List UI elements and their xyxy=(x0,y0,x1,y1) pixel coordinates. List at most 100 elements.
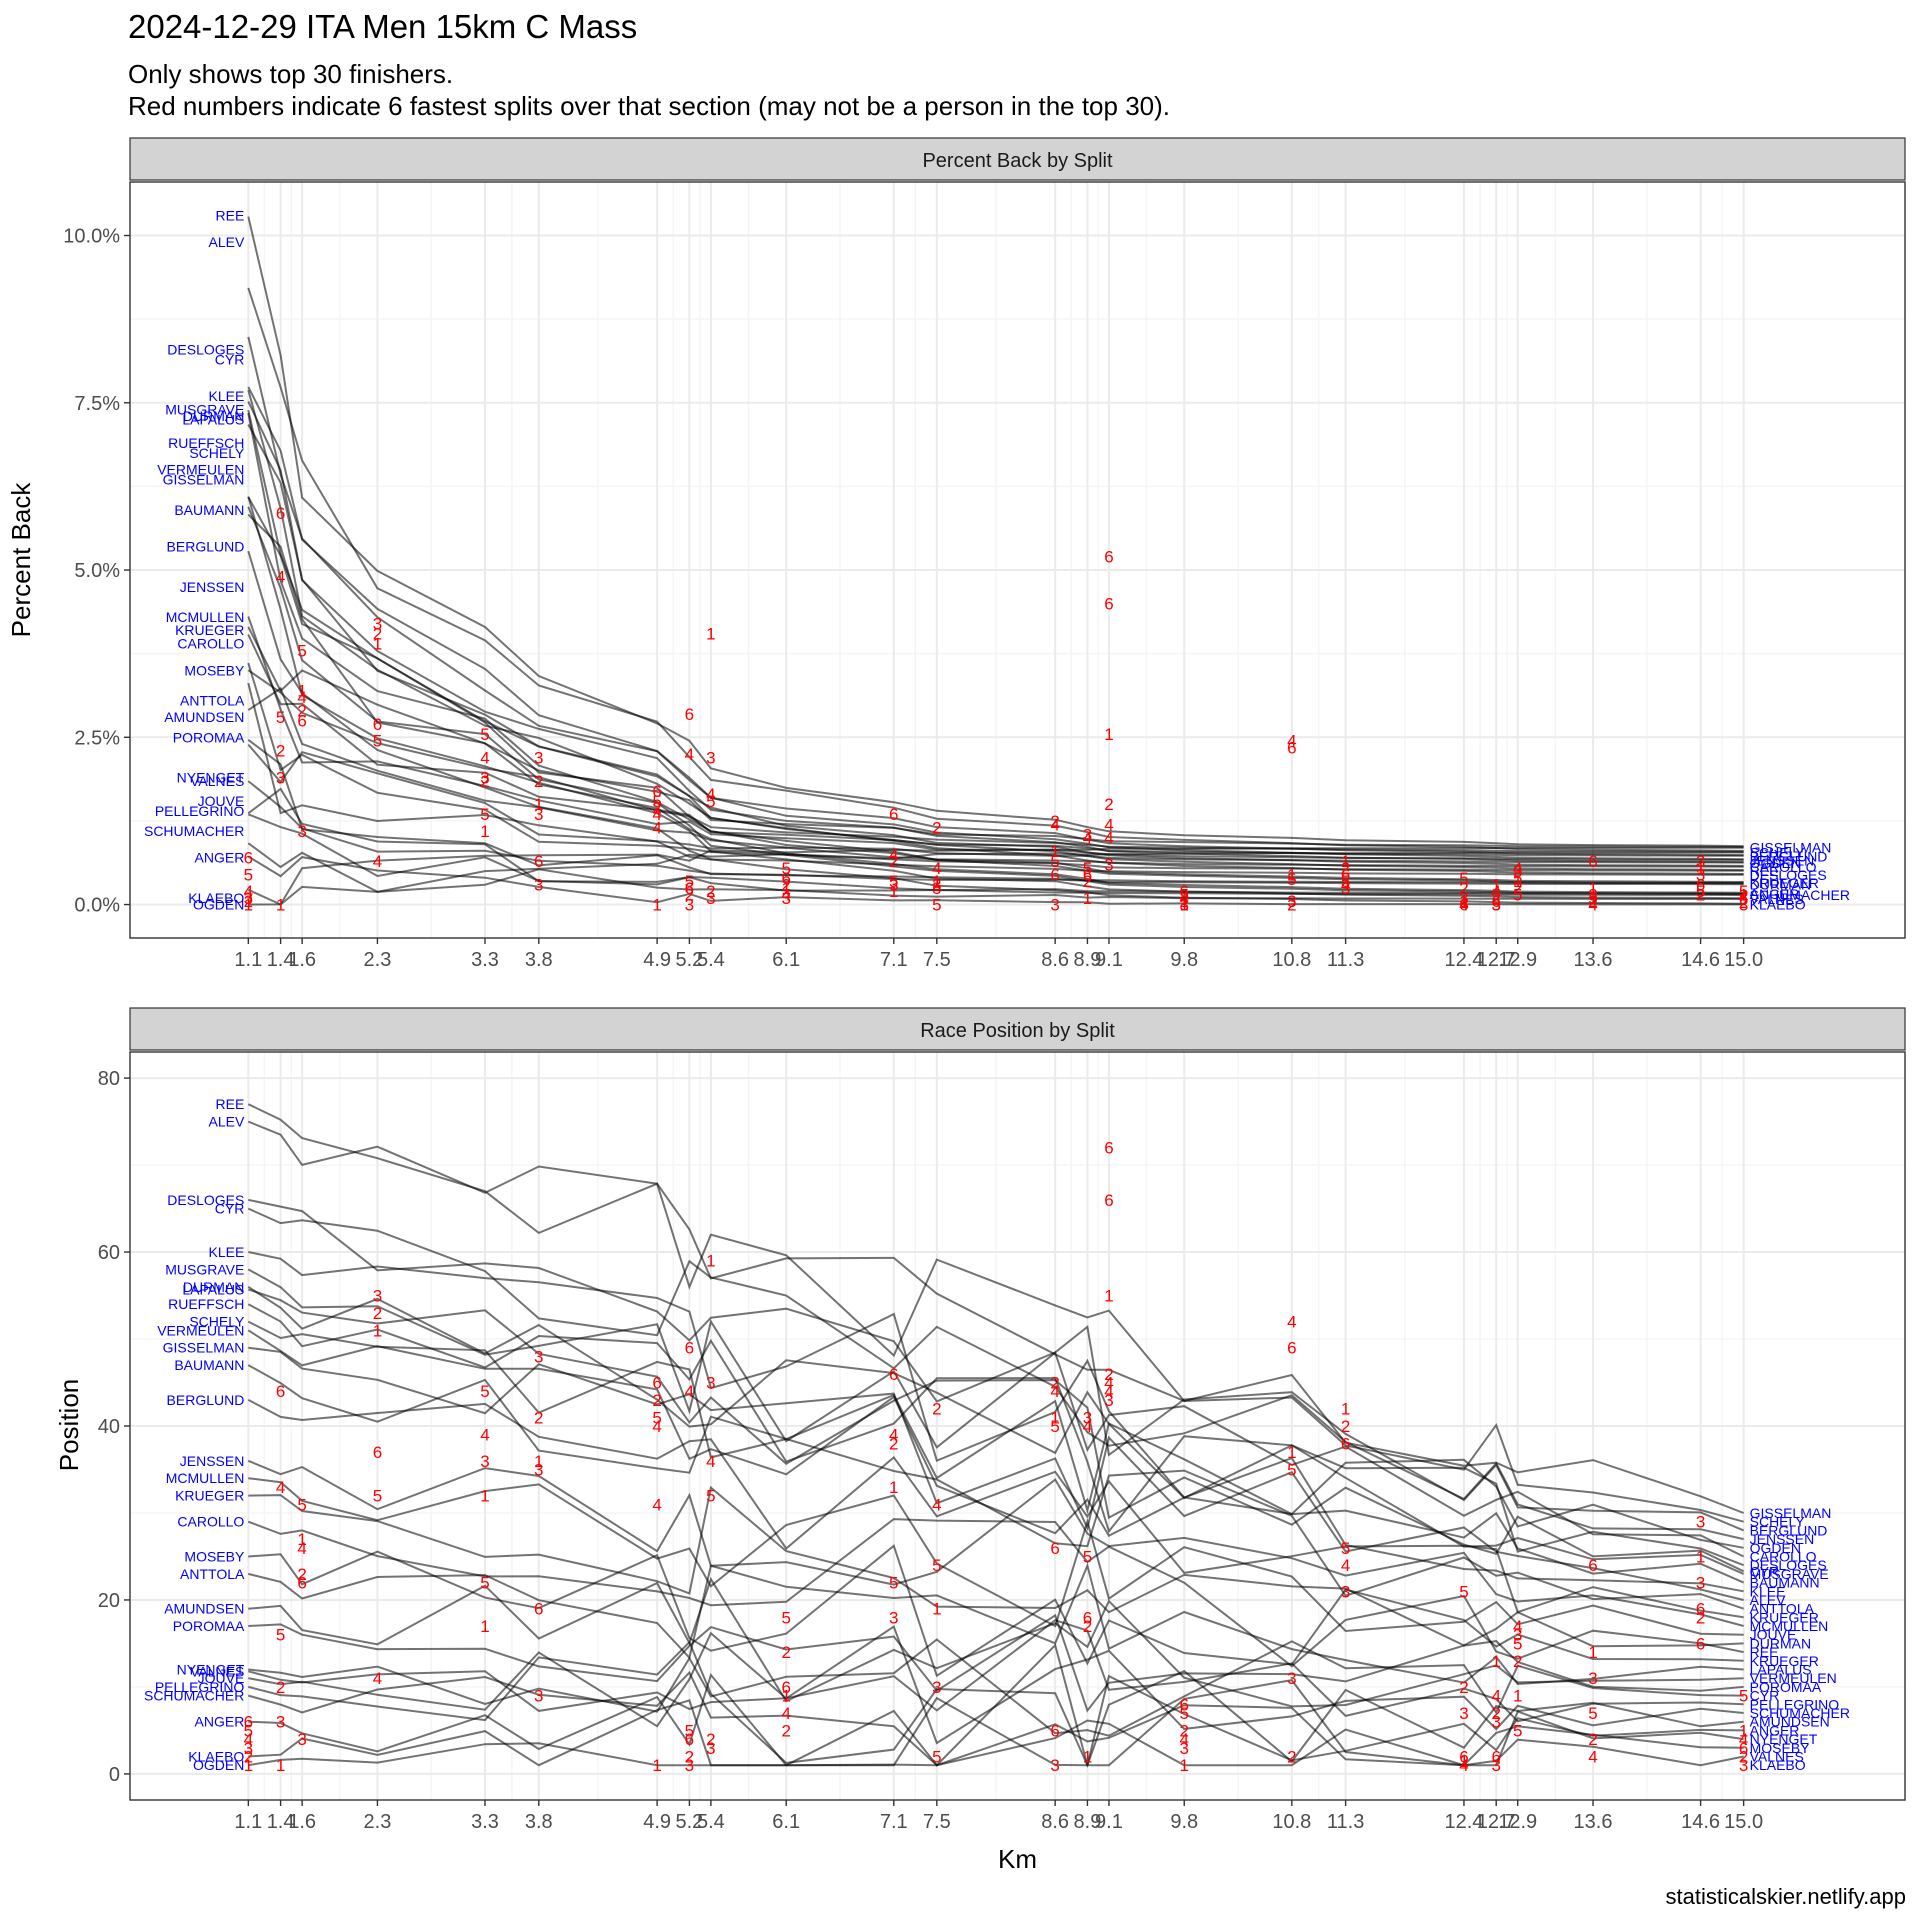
fast-split-label: 1 xyxy=(889,882,898,901)
fast-split-label: 2 xyxy=(1180,892,1189,911)
athlete-start-label: JENSSEN xyxy=(180,579,245,595)
fast-split-label: 5 xyxy=(1459,1582,1468,1601)
athlete-start-label: JENSSEN xyxy=(180,1453,245,1469)
x-tick-label: 14.6 xyxy=(1681,949,1720,971)
fast-split-label: 4 xyxy=(297,1539,306,1558)
fast-split-label: 1 xyxy=(1739,1721,1748,1740)
fast-split-label: 1 xyxy=(534,1452,543,1471)
athlete-line xyxy=(247,1320,1745,1584)
fast-split-label: 6 xyxy=(373,715,382,734)
athlete-start-label: BAUMANN xyxy=(174,1357,244,1373)
x-tick-label: 11.3 xyxy=(1327,1811,1364,1833)
fast-split-label: 4 xyxy=(1513,859,1522,878)
x-tick-label: 6.1 xyxy=(772,1811,800,1833)
x-tick-label: 1.4 xyxy=(267,1811,295,1833)
athlete-end-label: KRUEGER xyxy=(1750,875,1819,891)
fast-split-label: 4 xyxy=(1341,875,1350,894)
athlete-start-label: ANTTOLA xyxy=(180,1566,245,1582)
athlete-end-label: BAUMANN xyxy=(1750,1575,1820,1591)
athlete-end-label: CYR xyxy=(1750,1563,1780,1579)
fast-split-label: 4 xyxy=(652,1495,661,1514)
fast-split-label: 3 xyxy=(480,1452,489,1471)
fast-split-label: 3 xyxy=(1459,1704,1468,1723)
fast-split-label: 4 xyxy=(652,1417,661,1436)
fast-split-label: 4 xyxy=(373,1669,382,1688)
athlete-start-label: SCHELY xyxy=(189,445,245,461)
fast-split-label: 6 xyxy=(276,504,285,523)
fast-split-label: 3 xyxy=(1050,1756,1059,1775)
athlete-line xyxy=(247,813,1744,896)
fast-split-label: 2 xyxy=(1287,1748,1296,1767)
fast-split-label: 2 xyxy=(1513,879,1522,898)
athlete-end-label: KRUEGER xyxy=(1750,1653,1819,1669)
fast-split-label: 6 xyxy=(1083,1608,1092,1627)
fast-split-label: 4 xyxy=(781,1704,790,1723)
x-tick-label: 14.6 xyxy=(1681,1811,1720,1833)
athlete-start-label: VERMEULEN xyxy=(157,1322,244,1338)
fast-split-label: 2 xyxy=(244,892,253,911)
athlete-line xyxy=(247,634,1744,857)
athlete-end-label: LAPALUS xyxy=(1750,1662,1812,1678)
fast-split-label: 3 xyxy=(1287,892,1296,911)
fast-split-label: 3 xyxy=(297,1730,306,1749)
athlete-line xyxy=(247,780,1744,884)
athlete-start-label: MOSEBY xyxy=(184,662,245,678)
athlete-end-label: KLEE xyxy=(1750,1583,1786,1599)
fast-split-label: 6 xyxy=(1696,875,1705,894)
athlete-end-label: VERMEULEN xyxy=(1750,1670,1837,1686)
athlete-line xyxy=(247,669,1744,853)
fast-split-label: 2 xyxy=(1588,1730,1597,1749)
fast-split-label: 5 xyxy=(781,1608,790,1627)
fast-split-label: 5 xyxy=(932,879,941,898)
athlete-end-label: JENSSEN xyxy=(1750,1531,1815,1547)
fast-split-label: 6 xyxy=(1459,1748,1468,1767)
fast-split-label: 3 xyxy=(1083,1408,1092,1427)
x-tick-label: 12.4 xyxy=(1444,949,1483,971)
fast-split-label: 5 xyxy=(1513,1634,1522,1653)
fast-split-label: 5 xyxy=(373,1487,382,1506)
fast-split-label: 1 xyxy=(244,896,253,915)
fast-split-label: 6 xyxy=(1341,865,1350,884)
fast-split-label: 1 xyxy=(932,1600,941,1619)
fast-split-label: 2 xyxy=(652,1391,661,1410)
fast-split-label: 3 xyxy=(1696,865,1705,884)
athlete-start-label: ALEV xyxy=(209,234,245,250)
fast-split-label: 6 xyxy=(1739,1739,1748,1758)
athlete-line xyxy=(247,424,1744,875)
athlete-start-label: CYR xyxy=(215,351,245,367)
fast-split-label: 1 xyxy=(373,635,382,654)
fast-split-label: 3 xyxy=(480,768,489,787)
athlete-start-label: BAUMANN xyxy=(174,502,244,518)
athlete-end-label: ANGER xyxy=(1750,886,1800,902)
fast-split-label: 1 xyxy=(1083,1748,1092,1767)
athlete-start-label: NYENGET xyxy=(177,769,245,785)
y-tick-label: 60 xyxy=(98,1242,120,1264)
fast-split-label: 1 xyxy=(1491,1652,1500,1671)
fast-split-label: 5 xyxy=(480,805,489,824)
fast-split-label: 5 xyxy=(1180,886,1189,905)
fast-split-label: 5 xyxy=(1287,870,1296,889)
fast-split-label: 6 xyxy=(1696,1634,1705,1653)
fast-split-label: 5 xyxy=(1341,1539,1350,1558)
fast-split-label: 6 xyxy=(685,705,694,724)
fast-split-label: 6 xyxy=(781,1678,790,1697)
athlete-start-label: POROMAA xyxy=(173,729,245,745)
x-tick-label: 3.8 xyxy=(525,949,553,971)
fast-split-label: 2 xyxy=(297,702,306,721)
athlete-end-label: REE xyxy=(1750,863,1779,879)
athlete-line xyxy=(248,1709,1744,1767)
fast-split-label: 4 xyxy=(652,805,661,824)
athlete-start-label: NYENGET xyxy=(177,1662,245,1678)
fast-split-label: 2 xyxy=(685,886,694,905)
athlete-start-label: ANGER xyxy=(195,1714,245,1730)
fast-split-label: 2 xyxy=(534,1408,543,1427)
athlete-end-label: REE xyxy=(1750,1644,1779,1660)
fast-split-label: 5 xyxy=(1696,882,1705,901)
athlete-start-label: ANGER xyxy=(195,850,245,866)
athlete-line xyxy=(248,846,1744,906)
y-tick-label: 7.5% xyxy=(74,393,120,415)
fast-split-label: 4 xyxy=(1104,829,1113,848)
fast-split-label: 2 xyxy=(1083,1617,1092,1636)
athlete-start-label: AMUNDSEN xyxy=(164,1601,244,1617)
